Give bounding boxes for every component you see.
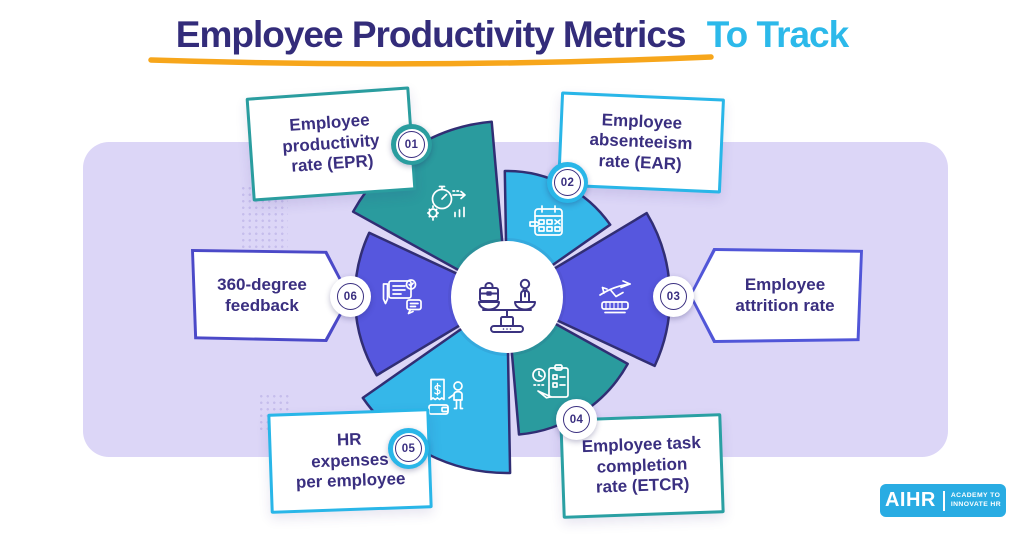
- expenses-person-icon: [428, 378, 464, 415]
- label-text: HR expenses per employee: [295, 429, 406, 493]
- center-circle: [451, 241, 563, 353]
- number-badge-01: 01: [391, 124, 432, 165]
- badge-number: 02: [554, 169, 581, 196]
- number-badge-05: 05: [388, 428, 429, 469]
- airplane-attrition-icon: [599, 280, 631, 314]
- badge-number: 03: [660, 283, 687, 310]
- badge-number: 04: [563, 406, 590, 433]
- number-badge-03: 03: [653, 276, 694, 317]
- calendar-absence-icon: [529, 205, 563, 236]
- label-text: 360-degree feedback: [217, 275, 307, 315]
- badge-number: 06: [337, 283, 364, 310]
- number-badge-02: 02: [547, 162, 588, 203]
- label-text: Employee attrition rate: [735, 275, 835, 315]
- label-tag-360-degree-feedback: 360-degree feedback: [191, 249, 351, 342]
- title-accent-text: To Track: [706, 14, 849, 55]
- aihr-logo-brand-text: AIHR: [884, 489, 936, 511]
- stopwatch-productivity-icon: [426, 185, 466, 221]
- label-text: Employee task completion rate (ETCR): [581, 433, 702, 497]
- number-badge-06: 06: [330, 276, 371, 317]
- title-main-text: Employee Productivity Metrics: [175, 14, 687, 55]
- clipboard-task-icon: [532, 364, 569, 399]
- logo-tagline-line2: INNOVATE HR: [950, 500, 1002, 508]
- logo-tagline-line1: ACADEMY TO: [950, 491, 1001, 499]
- label-text: Employee absenteeism rate (EAR): [589, 110, 693, 174]
- logo-divider: [942, 490, 945, 511]
- number-badge-04: 04: [556, 399, 597, 440]
- badge-number: 05: [395, 435, 422, 462]
- page-title: Employee Productivity Metrics To Track: [0, 14, 1024, 56]
- badge-number: 01: [398, 131, 425, 158]
- label-text: Employee productivity rate (EPR): [281, 110, 381, 176]
- balance-scale-briefcase-person-icon: [478, 278, 536, 333]
- title-underline-swoosh: [148, 54, 714, 67]
- aihr-logo: AIHR ACADEMY TO INNOVATE HR: [880, 484, 1006, 517]
- label-tag-employee-attrition-rate: Employee attrition rate: [689, 248, 863, 343]
- feedback-document-icon: [382, 279, 422, 315]
